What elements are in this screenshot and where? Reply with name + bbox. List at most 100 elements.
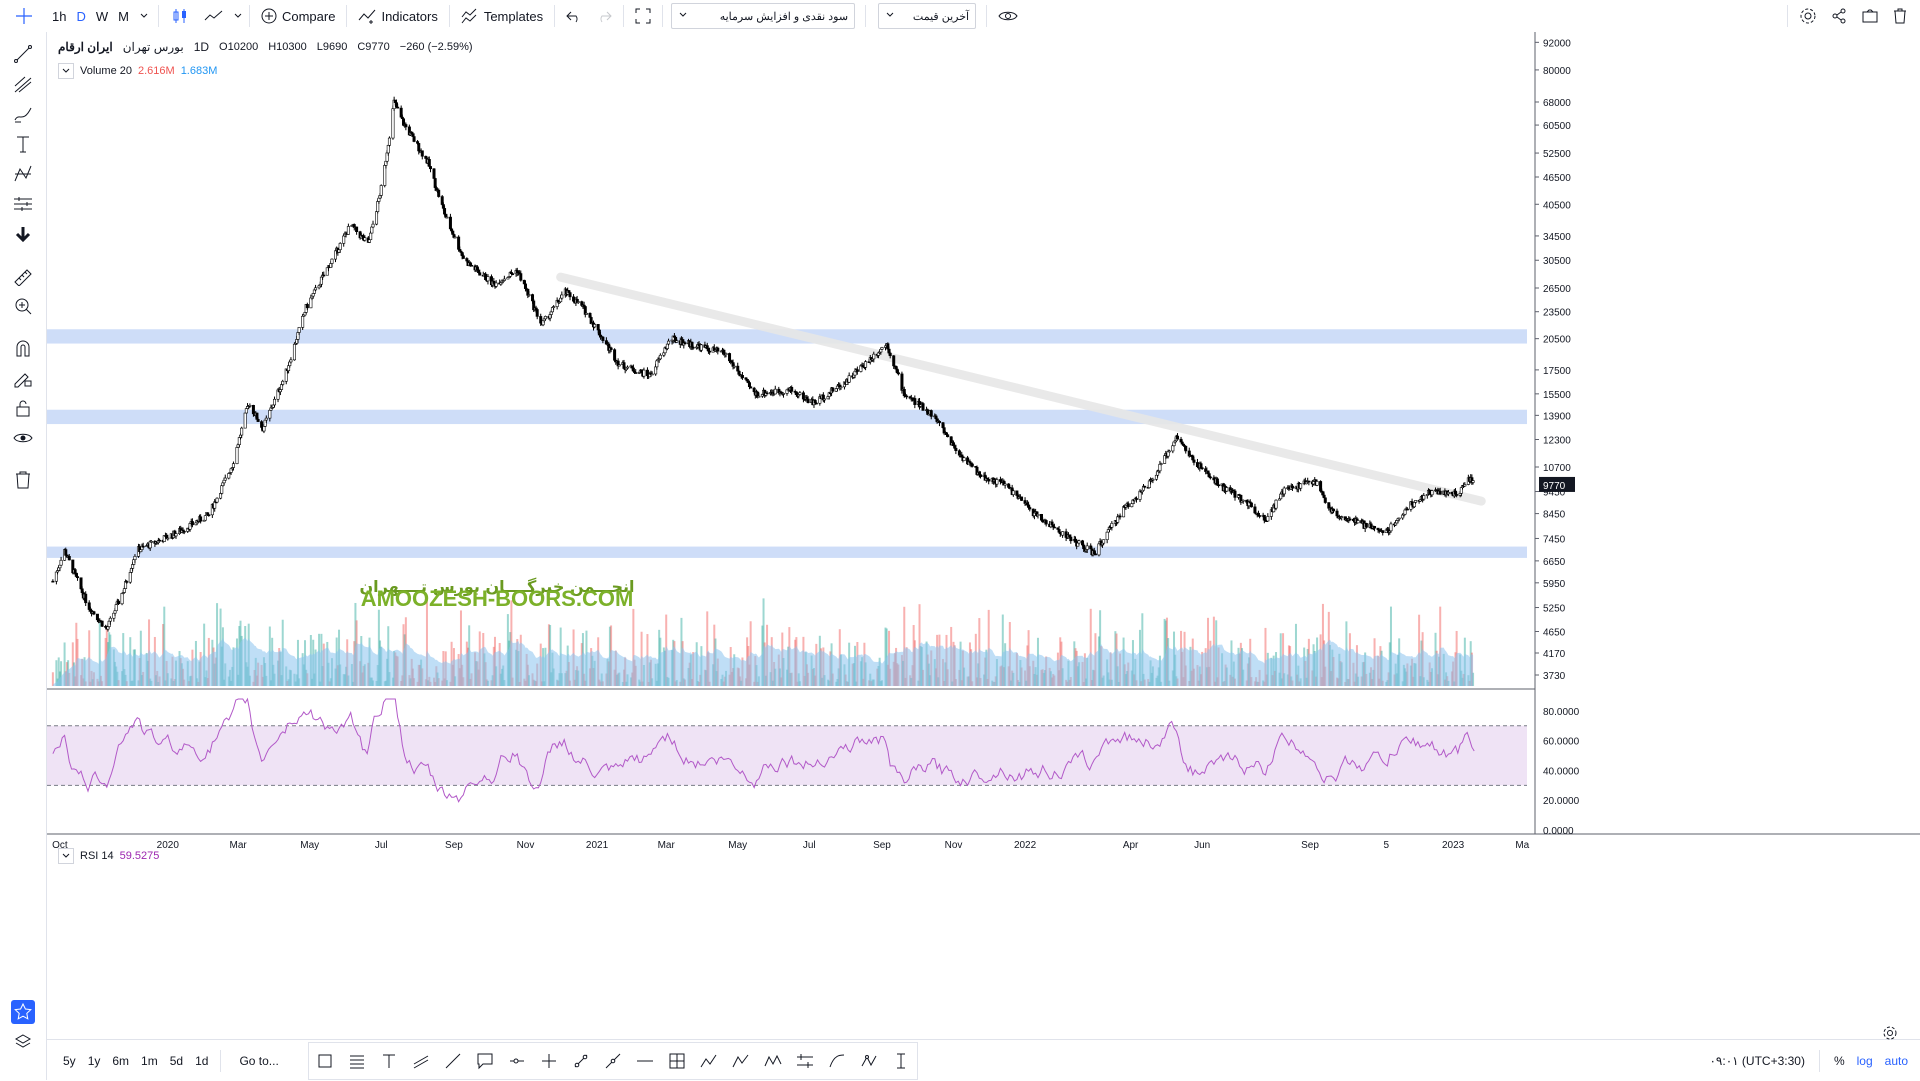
- clock-timezone[interactable]: ۰۹:۰۱ (UTC+3:30): [1709, 1053, 1805, 1068]
- fullscreen-icon[interactable]: [628, 0, 658, 32]
- text-tool-icon[interactable]: [11, 132, 35, 156]
- price-tick-label: 8450: [1543, 510, 1566, 521]
- rectangle-icon[interactable]: [309, 1044, 341, 1078]
- range-1y[interactable]: 1y: [87, 1053, 101, 1068]
- chart-canvas[interactable]: 92000 80000 68000 60500 52500 46500 40500 34500…: [47, 32, 1920, 1038]
- brush-icon[interactable]: [11, 102, 35, 126]
- path-icon[interactable]: [853, 1044, 885, 1078]
- settings-gear-icon[interactable]: [1792, 0, 1824, 32]
- redo-icon[interactable]: [589, 0, 619, 32]
- lock-icon[interactable]: [11, 396, 35, 420]
- arrow-down-icon[interactable]: [11, 222, 35, 246]
- pitchfork-icon[interactable]: [11, 72, 35, 96]
- grid-tool-icon[interactable]: [661, 1044, 693, 1078]
- percent-toggle[interactable]: %: [1833, 1053, 1845, 1068]
- pattern-icon[interactable]: [11, 162, 35, 186]
- candle-body: [724, 353, 728, 355]
- candle-body: [1028, 507, 1032, 510]
- wave-123-icon[interactable]: [693, 1044, 725, 1078]
- interval-1d[interactable]: D: [76, 8, 86, 24]
- candle-body: [369, 232, 373, 241]
- rsi-pane: [47, 697, 1527, 803]
- indicators-button[interactable]: Indicators: [351, 0, 444, 32]
- range-5y[interactable]: 5y: [63, 1053, 76, 1068]
- fib-levels-icon[interactable]: [341, 1044, 373, 1078]
- channel-icon[interactable]: [405, 1044, 437, 1078]
- line-style-icon[interactable]: [197, 0, 231, 32]
- adjustment-select[interactable]: سود نقدی و افزایش سرمایه: [671, 3, 856, 29]
- forecast-icon[interactable]: [11, 192, 35, 216]
- candle-body: [461, 255, 465, 259]
- price-range-icon[interactable]: [885, 1044, 917, 1078]
- remove-drawings-icon[interactable]: [11, 468, 35, 492]
- axis-settings-gear-icon[interactable]: [1882, 1025, 1898, 1046]
- callout-icon[interactable]: [469, 1044, 501, 1078]
- candle-body: [368, 239, 372, 243]
- candle-body: [1061, 531, 1065, 536]
- candle-body: [432, 168, 436, 179]
- text-icon[interactable]: [373, 1044, 405, 1078]
- wave-abc-icon[interactable]: [725, 1044, 757, 1078]
- favorites-star-icon[interactable]: [11, 1000, 35, 1024]
- collapse-chevron-icon[interactable]: [58, 63, 74, 79]
- undo-icon[interactable]: [559, 0, 589, 32]
- candle-body: [1085, 545, 1089, 550]
- chart-style-chevron-icon[interactable]: [231, 0, 245, 32]
- range-1d[interactable]: 1d: [195, 1053, 209, 1068]
- templates-button[interactable]: Templates: [454, 0, 550, 32]
- symbol-name[interactable]: ایران ارقام: [58, 40, 113, 54]
- crosshair-icon[interactable]: [0, 0, 47, 32]
- price-source-select[interactable]: آخرین قیمت: [878, 3, 977, 29]
- candle-body: [379, 185, 383, 196]
- wave-pattern-icon[interactable]: [757, 1044, 789, 1078]
- forecast-tool-icon[interactable]: [789, 1044, 821, 1078]
- candle-body: [292, 343, 296, 361]
- interval-1w[interactable]: W: [95, 8, 109, 24]
- candle-body: [1455, 494, 1459, 496]
- magnet-icon[interactable]: [11, 336, 35, 360]
- range-1m[interactable]: 1m: [141, 1053, 158, 1068]
- horizontal-ray-icon[interactable]: [501, 1044, 533, 1078]
- volume-bar: [706, 611, 709, 686]
- candle-body: [1323, 497, 1327, 503]
- cross-line-icon[interactable]: [533, 1044, 565, 1078]
- log-toggle[interactable]: log: [1856, 1053, 1873, 1068]
- range-5d[interactable]: 5d: [169, 1053, 184, 1068]
- ruler-icon[interactable]: [11, 264, 35, 288]
- price-tick-label: 6650: [1543, 557, 1566, 568]
- share-icon[interactable]: [1824, 0, 1854, 32]
- candle-body: [1134, 498, 1138, 500]
- volume-bar: [1264, 627, 1267, 686]
- interval-dropdown-chevron-icon[interactable]: [134, 0, 154, 32]
- candle-body: [75, 576, 79, 579]
- drawing-lock-icon[interactable]: [11, 366, 35, 390]
- horizontal-line-icon[interactable]: [629, 1044, 661, 1078]
- snapshot-icon[interactable]: [1854, 0, 1886, 32]
- compare-button[interactable]: Compare: [254, 0, 342, 32]
- candle-body: [913, 398, 917, 405]
- extended-line-icon[interactable]: [597, 1044, 629, 1078]
- interval-1h[interactable]: 1h: [52, 8, 67, 24]
- candle-body: [371, 223, 375, 228]
- trash-icon[interactable]: [1886, 0, 1914, 32]
- line-icon[interactable]: [437, 1044, 469, 1078]
- candle-body: [262, 426, 266, 432]
- candles-style-icon[interactable]: [163, 0, 197, 32]
- time-tick-label: Apr: [1123, 840, 1139, 851]
- curve-icon[interactable]: [821, 1044, 853, 1078]
- ray-icon[interactable]: [565, 1044, 597, 1078]
- range-6m[interactable]: 6m: [112, 1053, 130, 1068]
- zoom-in-icon[interactable]: [11, 294, 35, 318]
- change-value: −260 (−2.59%): [399, 41, 473, 53]
- volume-bar: [57, 657, 60, 686]
- collapse-chevron-icon[interactable]: [58, 848, 74, 864]
- rsi-tick-label: 40.0000: [1543, 766, 1580, 777]
- price-tick-label: 52500: [1543, 149, 1571, 160]
- visibility-eye-icon[interactable]: [11, 426, 35, 450]
- auto-toggle[interactable]: auto: [1884, 1053, 1908, 1068]
- trend-line-icon[interactable]: [11, 42, 35, 66]
- goto-button[interactable]: Go to...: [239, 1053, 279, 1068]
- interval-1m[interactable]: M: [118, 8, 129, 24]
- eye-icon[interactable]: [991, 0, 1025, 32]
- layers-icon[interactable]: [11, 1030, 35, 1054]
